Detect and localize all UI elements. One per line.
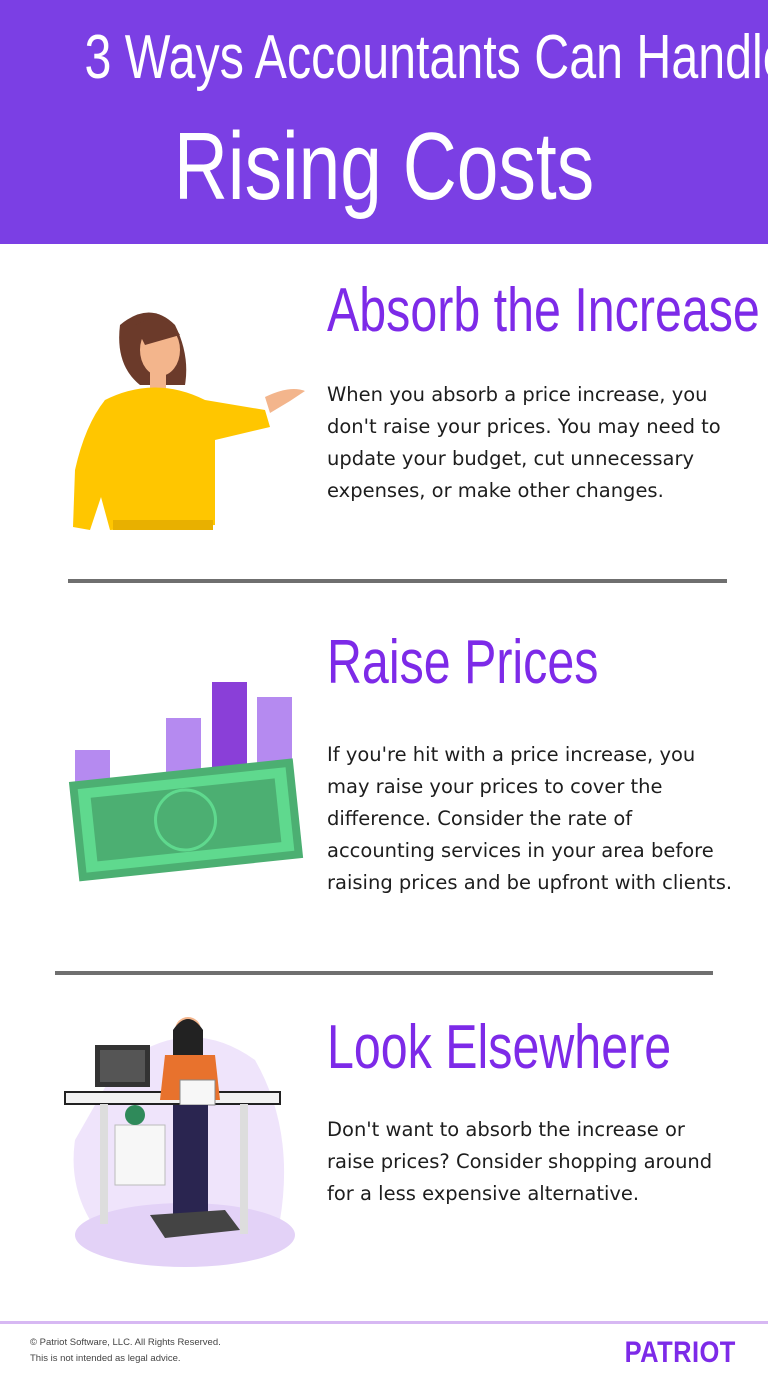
footer-disclaimer: This is not intended as legal advice.: [30, 1353, 181, 1364]
section-title-look: Look Elsewhere: [327, 1013, 672, 1082]
patriot-logo: PATRIOT: [624, 1336, 736, 1369]
divider: [55, 971, 713, 975]
woman-presenting-icon: [73, 312, 305, 530]
woman-at-standing-desk-icon: [64, 1017, 295, 1267]
section-text-absorb: When you absorb a price increase, you do…: [327, 383, 721, 502]
header-banner: 3 Ways Accountants Can Handle Rising Cos…: [0, 0, 768, 244]
section-text-look: Don't want to absorb the increase or rai…: [327, 1118, 713, 1205]
money-bar-chart-icon: [68, 682, 304, 882]
section-title-absorb: Absorb the Increase: [327, 276, 760, 345]
header-subtitle: 3 Ways Accountants Can Handle: [84, 23, 768, 92]
header-title: Rising Costs: [173, 113, 595, 220]
footer-divider: [0, 1321, 768, 1324]
section-text-raise: If you're hit with a price increase, you…: [327, 743, 733, 894]
divider: [68, 579, 727, 583]
footer-copyright: © Patriot Software, LLC. All Rights Rese…: [30, 1337, 221, 1348]
section-title-raise: Raise Prices: [327, 628, 599, 697]
